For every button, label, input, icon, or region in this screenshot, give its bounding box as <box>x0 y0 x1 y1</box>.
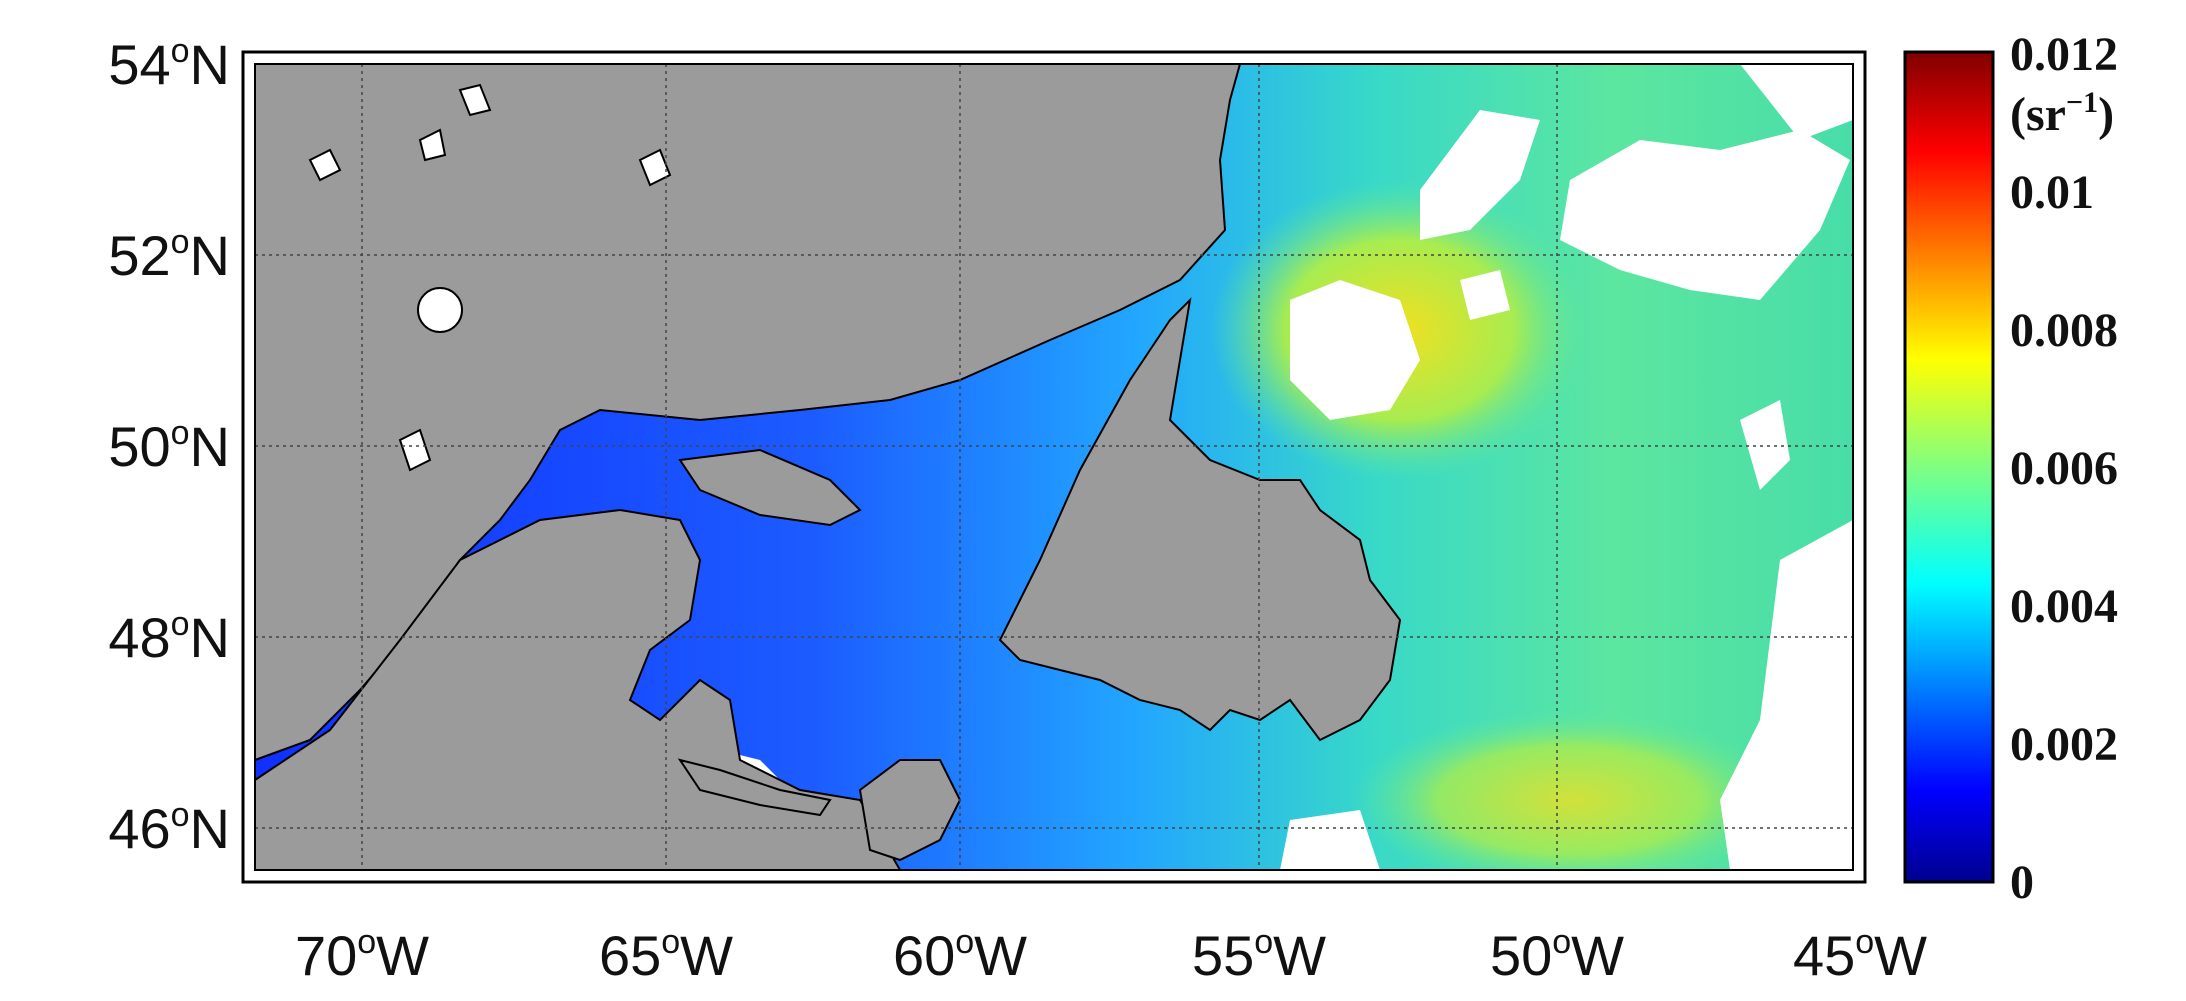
inland-lakes <box>308 83 672 472</box>
map-area <box>255 64 1853 870</box>
colorbar-tick-0-01: 0.01 <box>2010 166 2094 219</box>
longitude-labels: 70oW 65oW 60oW 55oW 50oW 45oW <box>295 923 1927 987</box>
lat-label-48: 48oN <box>108 605 230 669</box>
high-value-patch-south <box>1350 710 1790 870</box>
map-frame-outer <box>241 50 1867 884</box>
anticosti-island <box>678 448 862 527</box>
graticule <box>255 64 1853 870</box>
lat-label-54: 54oN <box>108 32 230 96</box>
nodata-patches <box>285 64 1853 870</box>
lon-label-50: 50oW <box>1490 923 1624 987</box>
latitude-labels: 54oN 52oN 50oN 48oN 46oN <box>108 32 230 860</box>
colorbar-tick-0-002: 0.002 <box>2010 718 2118 771</box>
lon-label-55: 55oW <box>1192 923 1326 987</box>
lon-label-45: 45oW <box>1793 923 1927 987</box>
prince-edward-island <box>677 758 832 817</box>
colorbar-tick-0: 0 <box>2010 856 2034 909</box>
lon-label-70: 70oW <box>295 923 429 987</box>
lon-label-60: 60oW <box>893 923 1027 987</box>
map-frame-inner <box>254 63 1854 871</box>
cape-breton <box>858 759 962 862</box>
colorbar-tick-0-008: 0.008 <box>2010 304 2118 357</box>
colorbar: 0.012 (sr−1) 0.01 0.008 0.006 0.004 0.00… <box>1903 28 2118 909</box>
lat-label-52: 52oN <box>108 223 230 287</box>
colorbar-tick-0-012: 0.012 <box>2010 28 2118 81</box>
colorbar-scale <box>1903 50 1995 884</box>
colorbar-unit: (sr−1) <box>2010 86 2114 141</box>
lat-label-46: 46oN <box>108 796 230 860</box>
manicouagan-reservoir <box>417 287 463 333</box>
land <box>255 64 1402 870</box>
lat-label-50: 50oN <box>108 414 230 478</box>
colorbar-tick-0-004: 0.004 <box>2010 580 2118 633</box>
lon-label-65: 65oW <box>599 923 733 987</box>
colorbar-tick-0-006: 0.006 <box>2010 442 2118 495</box>
newfoundland <box>998 297 1402 742</box>
